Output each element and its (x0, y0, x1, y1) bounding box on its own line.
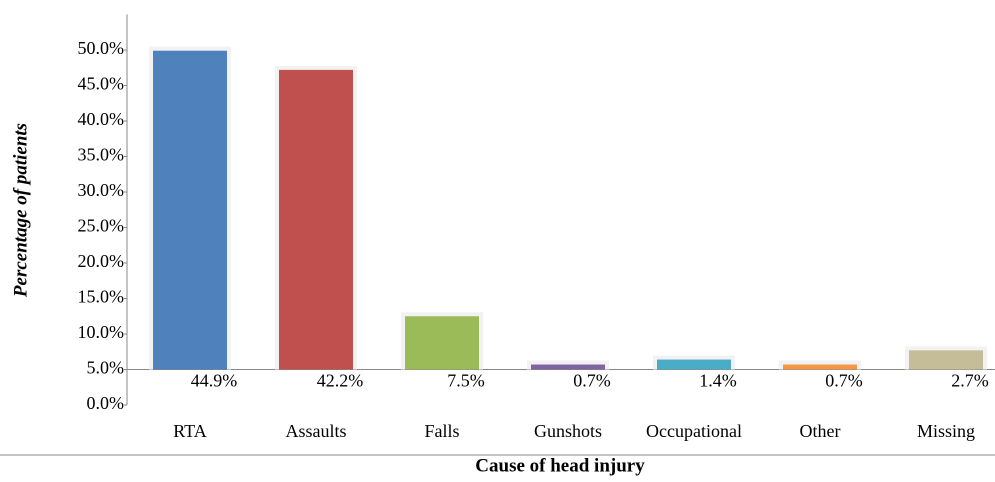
bar (657, 359, 731, 370)
y-tick-label: 30.0% (78, 180, 125, 200)
y-tick-label: 50.0% (78, 38, 125, 58)
data-label: 2.7% (951, 371, 989, 391)
data-label: 7.5% (447, 371, 485, 391)
bar (531, 364, 605, 370)
data-label: 1.4% (699, 371, 737, 391)
y-tick-label: 0.0% (87, 393, 125, 413)
bar (783, 364, 857, 370)
y-tick-label: 25.0% (78, 216, 125, 236)
y-tick-label: 10.0% (78, 322, 125, 342)
x-tick-label: Missing (917, 421, 975, 441)
data-label: 42.2% (317, 371, 364, 391)
data-label: 0.7% (825, 371, 863, 391)
y-tick-label: 45.0% (78, 74, 125, 94)
bar (909, 350, 983, 370)
data-label: 0.7% (573, 371, 611, 391)
y-tick-label: 15.0% (78, 287, 125, 307)
x-tick-label: Gunshots (534, 421, 602, 441)
bar (153, 50, 227, 370)
y-tick-label: 40.0% (78, 109, 125, 129)
x-tick-label: Assaults (285, 421, 346, 441)
x-axis-title: Cause of head injury (475, 455, 645, 476)
y-tick-label: 20.0% (78, 251, 125, 271)
x-tick-label: Other (800, 421, 841, 441)
y-tick-label: 35.0% (78, 145, 125, 165)
data-label: 44.9% (191, 371, 238, 391)
x-tick-label: RTA (173, 421, 206, 441)
y-tick-label: 5.0% (87, 358, 125, 378)
bar (405, 316, 479, 370)
bar (279, 69, 353, 370)
x-tick-label: Occupational (646, 421, 742, 441)
x-tick-label: Falls (424, 421, 459, 441)
y-axis-title: Percentage of patients (10, 123, 31, 298)
